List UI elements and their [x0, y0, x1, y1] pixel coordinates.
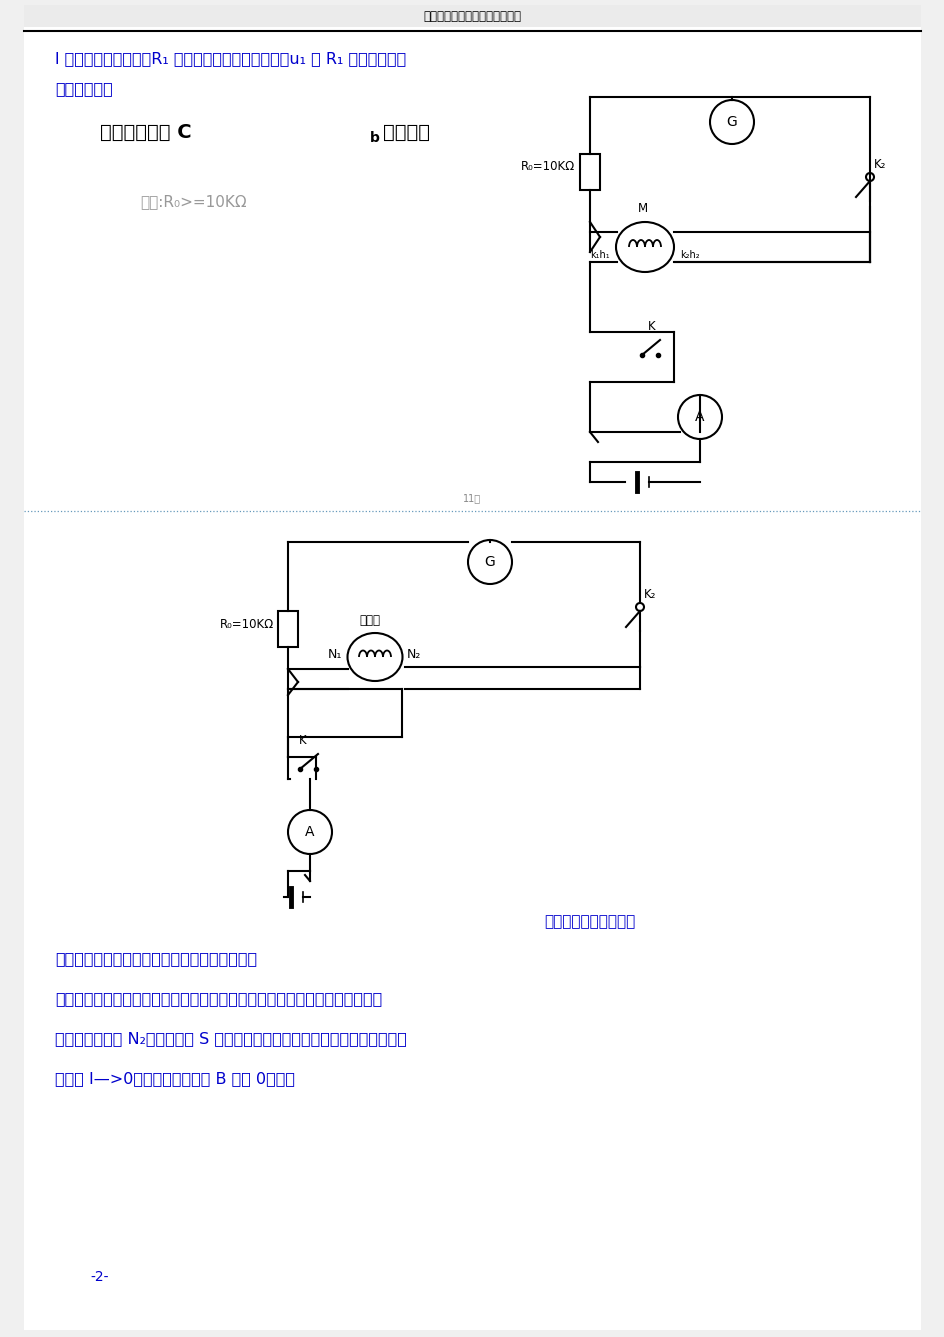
- Text: N₁: N₁: [328, 648, 342, 662]
- Text: K₂: K₂: [643, 588, 656, 602]
- Text: 螺绕环: 螺绕环: [359, 614, 380, 627]
- Text: 进行软磁的静态测量，电流由直流电源来提供。: 进行软磁的静态测量，电流由直流电源来提供。: [55, 952, 257, 967]
- Text: 百度文库．好好学习，天天向上: 百度文库．好好学习，天天向上: [423, 9, 520, 23]
- Text: 场垂直于匝数为 N₂，截面积为 S 的测量线圈的截面。当励磁电流有一突然变化: 场垂直于匝数为 N₂，截面积为 S 的测量线圈的截面。当励磁电流有一突然变化: [55, 1032, 407, 1047]
- Bar: [580, 154, 599, 190]
- Text: 参考电路: 参考电路: [382, 123, 430, 142]
- Bar: [24, 5, 920, 27]
- Text: M: M: [637, 202, 648, 215]
- Text: 测量冲击常数 C: 测量冲击常数 C: [100, 123, 192, 142]
- Text: A: A: [305, 825, 314, 840]
- Text: K₂: K₂: [873, 159, 885, 171]
- Text: 注意:R₀>=10KΩ: 注意:R₀>=10KΩ: [140, 194, 246, 210]
- Text: N₂: N₂: [407, 648, 421, 662]
- Text: 样品被磁化后，进而在测量线圈中产生感应电动势。设在测量线圈中产生的磁: 样品被磁化后，进而在测量线圈中产生感应电动势。设在测量线圈中产生的磁: [55, 992, 381, 1007]
- Text: 电路图如下：: 电路图如下：: [55, 82, 112, 96]
- Bar: [278, 611, 297, 647]
- Text: K: K: [299, 734, 307, 747]
- Text: 时（由 I—>0），磁感应强度由 B 变为 0，则，: 时（由 I—>0），磁感应强度由 B 变为 0，则，: [55, 1071, 295, 1087]
- Text: R₀=10KΩ: R₀=10KΩ: [220, 619, 274, 631]
- Text: K: K: [648, 320, 655, 333]
- Text: A: A: [695, 410, 704, 424]
- Text: -2-: -2-: [91, 1270, 110, 1284]
- Text: k₁h₁: k₁h₁: [590, 250, 610, 259]
- Text: l 是样品的平均长度，R₁ 是与初级线圈串联的电阻，u₁ 是 R₁ 两端的电压。: l 是样品的平均长度，R₁ 是与初级线圈串联的电阻，u₁ 是 R₁ 两端的电压。: [55, 52, 406, 67]
- Text: k₂h₂: k₂h₂: [680, 250, 699, 259]
- Text: G: G: [726, 115, 736, 128]
- Text: G: G: [484, 555, 495, 570]
- Text: b: b: [370, 131, 379, 144]
- Text: 测量螺绕环的参考电路: 测量螺绕环的参考电路: [544, 915, 635, 929]
- Text: R₀=10KΩ: R₀=10KΩ: [520, 160, 574, 174]
- Text: 11页: 11页: [463, 493, 480, 503]
